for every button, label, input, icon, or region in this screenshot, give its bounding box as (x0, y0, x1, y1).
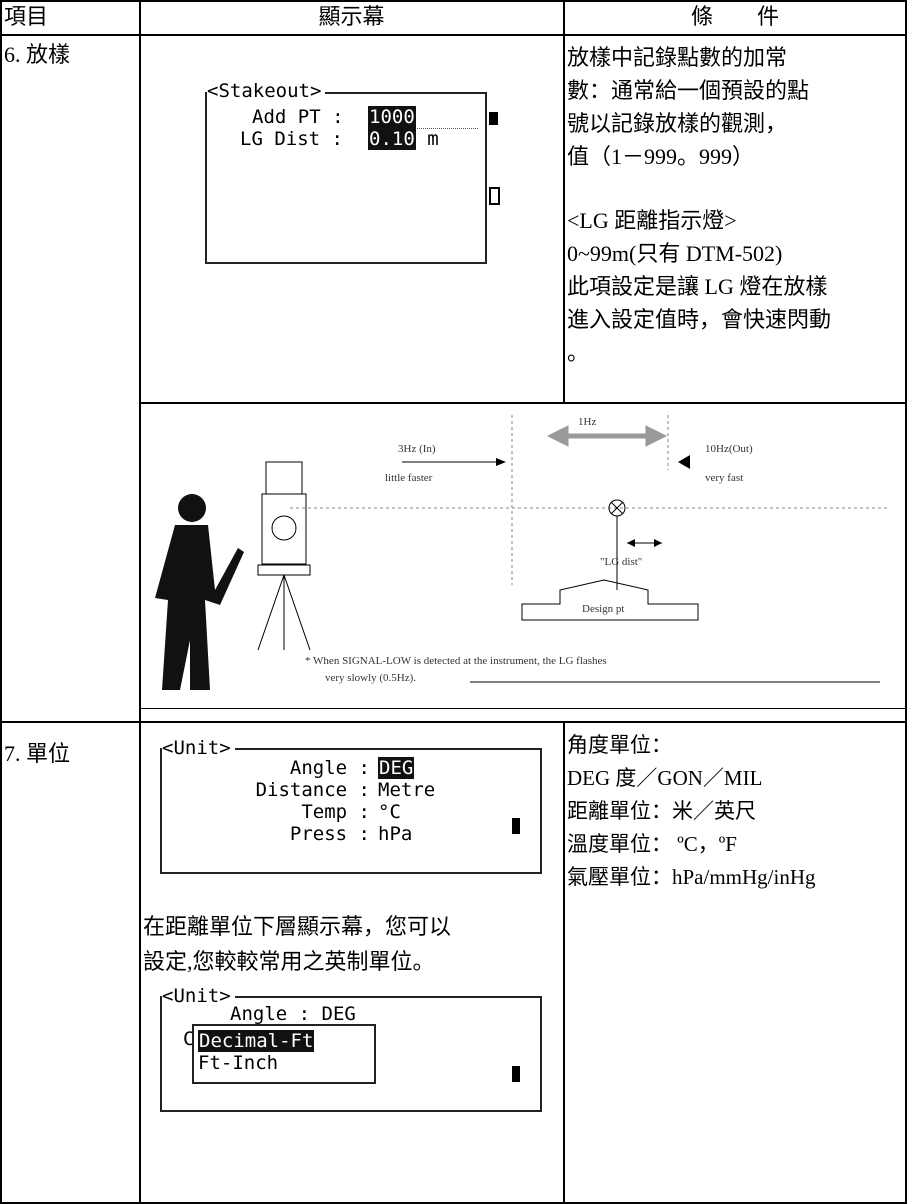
condition-line: DEG 度／GON／MIL (567, 766, 763, 790)
condition-line: 0~99m(只有 DTM-502) (567, 241, 783, 266)
footnote: * When SIGNAL-LOW is detected at the ins… (305, 655, 607, 667)
frequency-label: 1Hz (578, 416, 597, 428)
condition-line: 值（1－999。999） (567, 144, 755, 169)
lcd-value-text: 1000 (368, 106, 416, 128)
header-cell: 顯示幕 (318, 4, 385, 29)
border (140, 402, 907, 404)
lg-dist-label: "LG dist" (600, 556, 643, 568)
design-pt-label: Design pt (582, 603, 625, 615)
lcd-value-text: DEG (378, 757, 415, 779)
conditions: 角度單位： DEG 度／GON／MIL 距離單位：米／英尺 溫度單位： ºC，ºF 氣壓… (567, 732, 816, 897)
condition-line: 溫度單位： ºC，ºF (567, 832, 737, 856)
submenu-option: Ft-Inch (198, 1052, 279, 1074)
lcd-label: LG Dist : (240, 128, 343, 150)
condition-line: 角度單位： (567, 733, 672, 757)
submenu-option: Decimal-Ft (198, 1030, 315, 1052)
item: 7. 單位 (4, 741, 71, 766)
lcd-hidden: C (183, 1028, 195, 1050)
diagram (155, 415, 890, 690)
lcd-value: DEG (378, 757, 415, 779)
border (140, 708, 907, 709)
lcd-label: Add PT : (252, 106, 344, 128)
border (0, 721, 907, 723)
lcd-unit: m (427, 128, 439, 150)
lcd-title: <Unit> (162, 737, 235, 759)
border (139, 0, 141, 1204)
condition-line: 距離單位：米／英尺 (567, 799, 756, 823)
out-label: 10Hz(Out) (705, 443, 753, 455)
lcd-title: <Stakeout> (207, 80, 326, 102)
note: 在距離單位下層顯示幕，您可以 (143, 914, 452, 939)
lcd-value-text: 0.10 (368, 128, 416, 150)
border (0, 0, 907, 2)
header-cell: 條 件 (690, 4, 779, 29)
lcd-label: Temp : (301, 801, 370, 823)
condition-line: 氣壓單位：hPa/mmHg/inHg (567, 865, 816, 889)
note: 設定,您較較常用之英制單位。 (143, 949, 435, 974)
border (0, 1202, 907, 1204)
lcd-frame (160, 996, 542, 1112)
lcd-value-text: °C (378, 801, 401, 823)
border (0, 34, 907, 36)
page-icon (489, 112, 498, 125)
conditions: 放樣中記錄點數的加常 數：通常給一個預設的點 號以記錄放樣的觀測， 值（1－999。9… (567, 45, 831, 373)
battery-icon (512, 818, 520, 834)
condition-line: 此項設定是讓 LG 燈在放樣 (567, 274, 828, 299)
border (0, 0, 2, 1204)
footnote: very slowly (0.5Hz). (325, 672, 417, 684)
battery-icon (489, 187, 500, 205)
lcd-value: Metre (378, 779, 435, 801)
lcd-value: hPa (378, 823, 412, 845)
border (563, 0, 565, 403)
lcd-value: 1000 (368, 106, 478, 129)
lcd-frame (205, 92, 487, 264)
lcd-label: Angle : (289, 757, 370, 779)
lcd-line: Angle : DEG (230, 1003, 356, 1025)
condition-line: 數：通常給一個預設的點 (567, 78, 810, 103)
lcd-value-text: Metre (378, 779, 436, 801)
lcd-frame (160, 748, 542, 874)
in-desc: little faster (385, 472, 433, 484)
condition-line: 放樣中記錄點數的加常 (567, 45, 788, 70)
lcd-value: 0.10 m (368, 128, 439, 150)
lcd-label: Press : (289, 823, 370, 845)
condition-line: <LG 距離指示燈> (567, 208, 737, 233)
lcd-label: Distance : (255, 779, 370, 801)
condition-line: 。 (567, 340, 590, 365)
header-cell: 項目 (4, 4, 49, 29)
out-desc: very fast (705, 472, 744, 484)
border (563, 722, 565, 1204)
battery-icon (512, 1066, 520, 1082)
condition-line: 號以記錄放樣的觀測， (567, 111, 788, 136)
submenu-option-text: Decimal-Ft (198, 1030, 315, 1052)
in-label: 3Hz (In) (398, 443, 436, 455)
lcd-title: <Unit> (162, 985, 235, 1007)
lcd-value-text: hPa (378, 823, 413, 845)
border (905, 0, 907, 1204)
item: 6. 放樣 (4, 42, 71, 67)
condition-line: 進入設定值時，會快速閃動 (567, 307, 832, 332)
lcd-value: °C (378, 801, 401, 823)
